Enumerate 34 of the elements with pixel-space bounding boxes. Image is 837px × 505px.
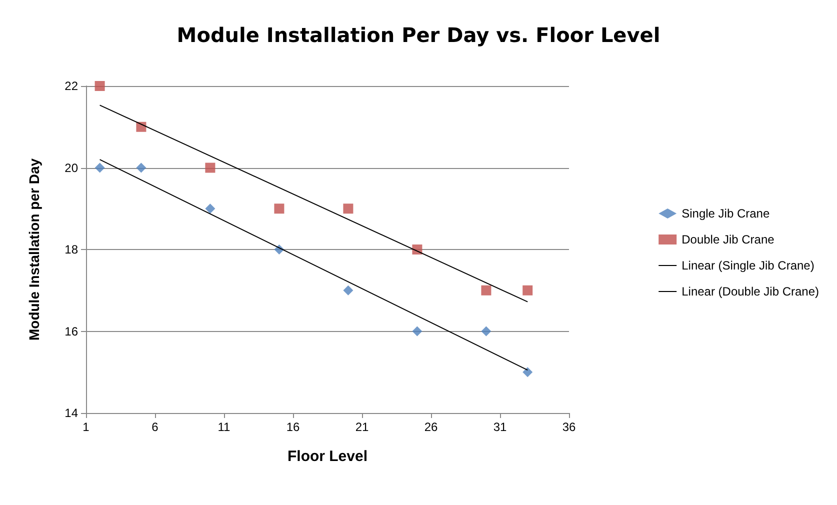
x-tick-label: 1 [82, 420, 90, 434]
legend-label: Double Jib Crane [682, 232, 775, 246]
point [481, 285, 492, 296]
y-tick-label: 14 [64, 406, 78, 420]
legend-label: Linear (Double Jib Crane) [682, 284, 820, 298]
x-tick-label: 31 [493, 420, 507, 434]
chart-title: Module Installation Per Day vs. Floor Level [176, 23, 660, 47]
y-tick-label: 16 [64, 324, 78, 338]
x-tick-label: 26 [424, 420, 438, 434]
x-tick-label: 36 [562, 420, 576, 434]
x-axis-title: Floor Level [287, 448, 368, 465]
point [274, 204, 284, 214]
y-tick-label: 20 [64, 160, 78, 175]
point [343, 204, 354, 214]
point [205, 204, 216, 214]
point [522, 367, 533, 378]
point [94, 162, 105, 173]
x-tick-label: 11 [218, 420, 231, 434]
point [205, 162, 216, 173]
y-tick-label: 22 [64, 79, 78, 93]
y-tick-label: 18 [64, 242, 78, 256]
point [136, 122, 146, 132]
point [136, 162, 146, 173]
y-axis-title: Module Installation per Day [26, 158, 42, 341]
legend-label: Linear (Single Jib Crane) [682, 258, 814, 272]
point [412, 326, 422, 336]
x-tick-label: 21 [355, 420, 369, 434]
point [481, 326, 492, 336]
x-tick-label: 16 [286, 420, 300, 434]
point [94, 81, 105, 91]
x-tick-label: 6 [152, 420, 159, 434]
point [343, 285, 354, 296]
legend-label: Single Jib Crane [682, 206, 770, 220]
point [522, 285, 533, 296]
